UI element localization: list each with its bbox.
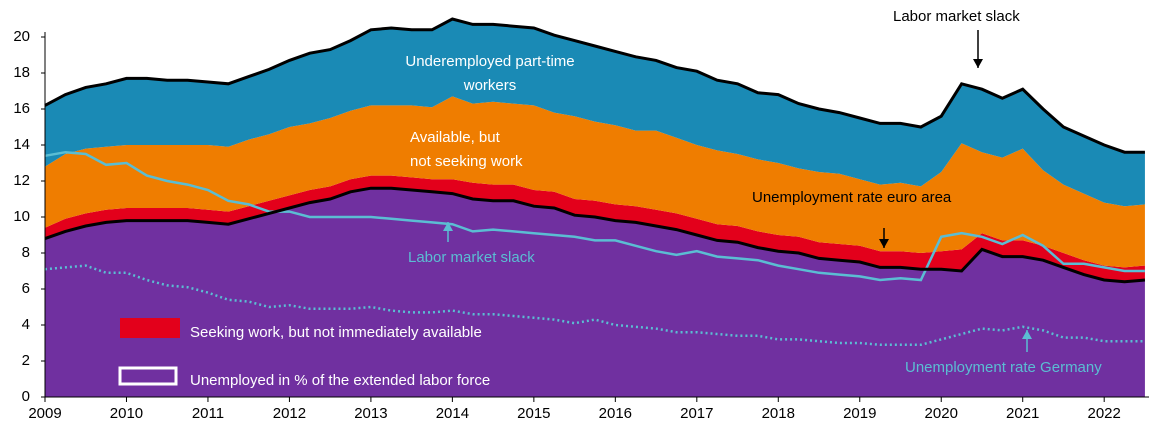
x-tick-label: 2009 (28, 405, 61, 422)
y-tick-label: 10 (13, 208, 30, 225)
x-tick-label: 2010 (110, 405, 143, 422)
arrow-head (443, 222, 453, 231)
x-tick-label: 2017 (680, 405, 713, 422)
x-tick-label: 2011 (192, 405, 224, 422)
x-tick-label: 2022 (1088, 405, 1121, 422)
y-tick-label: 16 (13, 100, 30, 117)
arrow-head (1022, 330, 1032, 339)
legend-swatch (120, 318, 180, 338)
x-tick-label: 2020 (925, 405, 958, 422)
line (44, 150, 1145, 282)
annotation: Labor market slack (408, 249, 535, 266)
annotation: Unemployment rate Germany (905, 359, 1102, 376)
y-tick-label: 4 (22, 316, 30, 333)
x-tick-label: 2012 (273, 405, 306, 422)
x-tick-label: 2015 (517, 405, 550, 422)
arrow-head (879, 239, 889, 248)
y-tick-label: 12 (13, 172, 30, 189)
area (45, 96, 1145, 268)
annotation: Unemployment rate euro area (752, 189, 952, 206)
y-tick-label: 20 (13, 28, 30, 45)
y-tick-label: 2 (22, 352, 30, 369)
annotation: Underemployed part-time (405, 53, 574, 70)
legend-label: Seeking work, but not immediately availa… (190, 324, 482, 341)
y-tick-label: 18 (13, 64, 30, 81)
arrow-head (973, 59, 983, 68)
outline (44, 17, 1145, 154)
area (45, 19, 1145, 207)
x-tick-label: 2019 (843, 405, 876, 422)
x-tick-label: 2013 (354, 405, 387, 422)
annotation: Available, but (410, 129, 501, 146)
x-tick-label: 2014 (436, 405, 469, 422)
outline (44, 186, 1146, 284)
x-tick-label: 2018 (762, 405, 795, 422)
y-tick-label: 6 (22, 280, 30, 297)
x-tick-label: 2021 (1006, 405, 1039, 422)
annotation: Labor market slack (893, 8, 1020, 25)
y-tick-label: 8 (22, 244, 30, 261)
y-tick-label: 0 (22, 388, 30, 405)
legend-label: Unemployed in % of the extended labor fo… (190, 372, 490, 389)
legend-swatch (118, 366, 178, 386)
annotation: workers (463, 77, 517, 94)
y-tick-label: 14 (13, 136, 30, 153)
x-tick-label: 2016 (599, 405, 632, 422)
area (45, 175, 1145, 282)
annotation: not seeking work (410, 153, 523, 170)
